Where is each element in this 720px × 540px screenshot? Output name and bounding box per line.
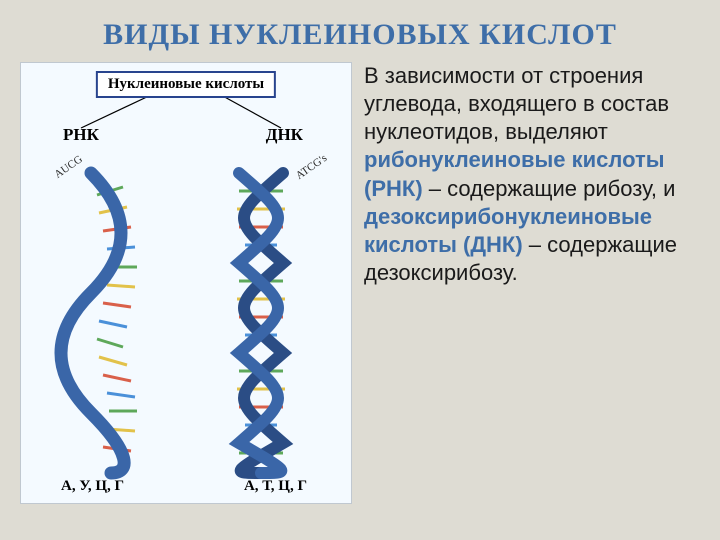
para-t2: – содержащие рибозу, и	[423, 176, 676, 201]
bases-label-dna: А, Т, Ц, Г	[244, 478, 307, 495]
content-row: Нуклеиновые кислоты РНК ДНК AUCG ATCG's …	[20, 62, 700, 504]
branch-label-rna: РНК	[63, 125, 99, 145]
paragraph: В зависимости от строения углевода, вход…	[364, 62, 694, 504]
root-box: Нуклеиновые кислоты	[96, 71, 276, 98]
slide-title: ВИДЫ НУКЛЕИНОВЫХ КИСЛОТ	[20, 18, 700, 52]
nucleic-acids-figure: Нуклеиновые кислоты РНК ДНК AUCG ATCG's …	[20, 62, 352, 504]
para-t1: В зависимости от строения углевода, вход…	[364, 63, 669, 144]
bases-label-rna: А, У, Ц, Г	[61, 478, 124, 495]
branch-label-dna: ДНК	[266, 125, 303, 145]
slide: ВИДЫ НУКЛЕИНОВЫХ КИСЛОТ	[0, 0, 720, 540]
